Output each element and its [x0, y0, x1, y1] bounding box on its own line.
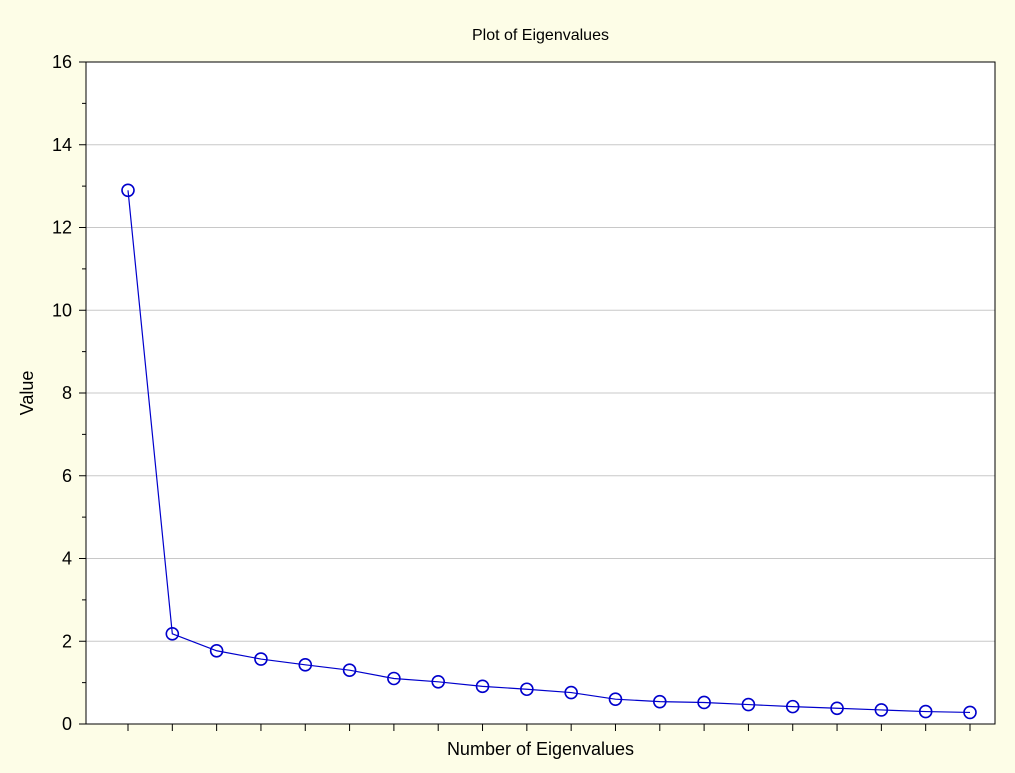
data-point-17 [830, 701, 844, 716]
data-point-19 [918, 704, 933, 719]
data-point-10 [520, 682, 534, 697]
gridlines [86, 144, 995, 642]
data-point-18 [874, 703, 889, 717]
data-point-15 [741, 697, 756, 712]
data-point-1 [121, 183, 135, 198]
data-point-14 [697, 695, 711, 710]
data-point-9 [475, 679, 490, 694]
data-point-16 [785, 699, 800, 714]
data-point-3 [209, 643, 224, 658]
data-point-20 [963, 705, 977, 720]
x-axis-label: Number of Eigenvalues [447, 739, 634, 759]
y-axis-label: Value [17, 371, 37, 416]
axes [79, 61, 996, 731]
data-point-6 [342, 663, 357, 678]
y-tick-label-12: 12 [52, 218, 72, 238]
data-point-5 [298, 658, 313, 672]
y-tick-label-4: 4 [62, 549, 72, 569]
y-tick-label-16: 16 [52, 52, 72, 72]
tick-labels: 0 2 4 6 8 10 12 14 16 [52, 52, 72, 734]
data-point-11 [564, 685, 578, 700]
y-tick-label-8: 8 [62, 383, 72, 403]
data-point-2 [165, 627, 180, 641]
y-tick-label-2: 2 [62, 631, 72, 651]
data-point-4 [254, 652, 268, 666]
plot-frame [85, 61, 996, 725]
data-point-13 [652, 694, 667, 709]
y-tick-label-10: 10 [52, 300, 72, 320]
y-tick-label-14: 14 [52, 135, 72, 155]
data-point-12 [608, 692, 623, 706]
data-point-7 [387, 671, 401, 686]
y-tick-label-6: 6 [62, 466, 72, 486]
chart-title: Plot of Eigenvalues [472, 27, 609, 44]
y-tick-label-0: 0 [62, 714, 72, 734]
series-eigenvalues [121, 183, 977, 720]
series-line [127, 190, 971, 714]
data-point-8 [431, 674, 446, 689]
